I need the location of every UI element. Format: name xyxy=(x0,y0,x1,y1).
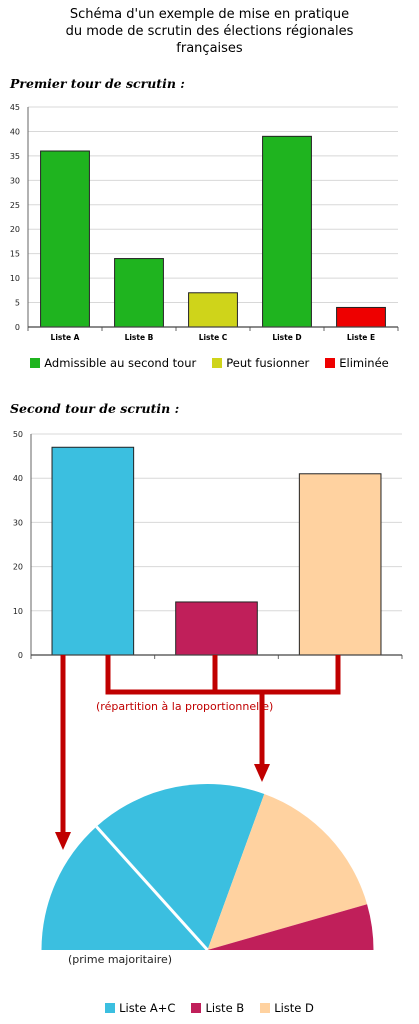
first-round-legend: Admissible au second tour Peut fusionner… xyxy=(0,356,419,370)
legend-label-liste-b: Liste B xyxy=(205,1001,245,1015)
round1-category-label-1: Liste B xyxy=(125,333,154,342)
legend-label-admissible: Admissible au second tour xyxy=(44,356,197,370)
round1-y-tick-4: 20 xyxy=(10,225,20,234)
proportional-connector xyxy=(105,655,341,695)
figure-title: Schéma d'un exemple de mise en pratique … xyxy=(0,6,419,57)
round2-y-tick-0: 0 xyxy=(18,651,23,660)
round2-bar-0 xyxy=(51,446,135,656)
seat-slice-0 xyxy=(41,826,208,950)
round2-bar-1 xyxy=(175,601,258,656)
round1-bar-1 xyxy=(114,258,164,328)
round1-category-label-4: Liste E xyxy=(347,333,375,342)
round1-bar-0 xyxy=(40,150,90,328)
round1-y-tick-6: 30 xyxy=(10,176,20,185)
second-round-title: Second tour de scrutin : xyxy=(10,401,180,416)
round1-y-tick-2: 10 xyxy=(10,274,20,283)
legend-label-liste-d: Liste D xyxy=(274,1001,314,1015)
legend-item-eliminee: Eliminée xyxy=(325,356,389,370)
round1-y-tick-9: 45 xyxy=(10,103,20,112)
round2-y-tick-1: 10 xyxy=(13,607,23,616)
round1-bar-3 xyxy=(262,135,312,328)
round1-y-tick-3: 15 xyxy=(10,250,20,259)
title-line-2: du mode de scrutin des élections régiona… xyxy=(65,24,354,39)
legend-swatch-liste-d xyxy=(260,1003,271,1013)
first-round-title: Premier tour de scrutin : xyxy=(10,76,185,91)
round2-y-tick-5: 50 xyxy=(13,430,23,439)
seat-slice-3 xyxy=(207,904,374,950)
legend-label-fusion: Peut fusionner xyxy=(226,356,310,370)
legend-swatch-liste-ac xyxy=(105,1003,116,1013)
prime-annotation: (prime majoritaire) xyxy=(68,953,173,966)
round1-category-label-0: Liste A xyxy=(51,333,80,342)
round2-bar-2 xyxy=(298,473,382,656)
legend-item-admissible: Admissible au second tour xyxy=(30,356,196,370)
round1-bar-4 xyxy=(336,306,386,328)
round1-category-label-3: Liste D xyxy=(272,333,301,342)
legend-label-eliminee: Eliminée xyxy=(339,356,389,370)
prime-separator xyxy=(95,825,209,952)
round1-y-tick-5: 25 xyxy=(10,201,20,210)
legend-item-fusion: Peut fusionner xyxy=(212,356,309,370)
seat-slice-2 xyxy=(207,794,368,950)
legend-swatch-eliminee xyxy=(325,358,336,368)
proportional-annotation: (répartition à la proportionnelle) xyxy=(96,700,274,713)
prime-arrow-head xyxy=(55,832,71,850)
legend-item-liste-d: Liste D xyxy=(260,1001,314,1015)
round1-y-tick-1: 5 xyxy=(15,299,20,308)
round1-y-tick-0: 0 xyxy=(15,323,20,332)
round2-y-tick-4: 40 xyxy=(13,474,23,483)
round2-y-tick-3: 30 xyxy=(13,518,23,527)
legend-item-liste-b: Liste B xyxy=(191,1001,244,1015)
proportional-arrow-head xyxy=(254,764,270,782)
legend-swatch-admissible xyxy=(30,358,41,368)
round1-bar-2 xyxy=(188,292,238,328)
legend-item-liste-ac: Liste A+C xyxy=(105,1001,175,1015)
seat-slice-1 xyxy=(96,783,265,950)
round1-category-label-2: Liste C xyxy=(199,333,228,342)
round1-y-tick-7: 35 xyxy=(10,152,20,161)
round1-y-tick-8: 40 xyxy=(10,127,20,136)
legend-label-liste-ac: Liste A+C xyxy=(119,1001,176,1015)
legend-swatch-fusion xyxy=(212,358,223,368)
seat-legend: Liste A+C Liste B Liste D xyxy=(0,1001,419,1015)
legend-swatch-liste-b xyxy=(191,1003,202,1013)
title-line-3: françaises xyxy=(176,41,243,56)
round2-y-tick-2: 20 xyxy=(13,563,23,572)
title-line-1: Schéma d'un exemple de mise en pratique xyxy=(69,7,350,22)
